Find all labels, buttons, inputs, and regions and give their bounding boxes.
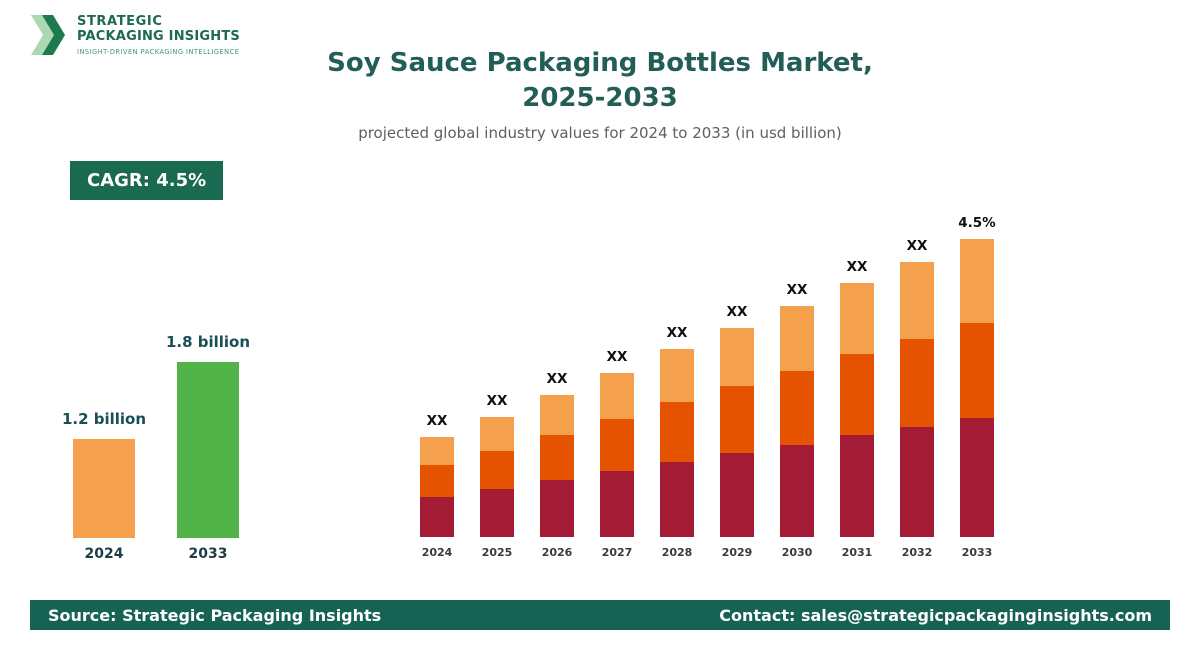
x-axis-label: 2025 — [481, 546, 513, 559]
segment-dark-orange — [960, 323, 994, 418]
segment-maroon — [900, 427, 934, 537]
footer-bar: Source: Strategic Packaging Insights Con… — [30, 600, 1170, 630]
x-axis-label: 2031 — [841, 546, 873, 559]
stacked-bar-group: XX 2027 — [587, 349, 647, 559]
mini-bar-group: 1.2 billion 2024 — [58, 410, 150, 562]
segment-light-orange — [780, 306, 814, 371]
segment-dark-orange — [900, 339, 934, 427]
stacked-bar-group: XX 2026 — [527, 371, 587, 559]
segment-dark-orange — [660, 402, 694, 462]
x-axis-label: 2028 — [661, 546, 693, 559]
stacked-bar-group: XX 2024 — [407, 413, 467, 559]
stacked-bar-group: XX 2030 — [767, 282, 827, 559]
bar-value-label: XX — [486, 393, 508, 409]
page-subtitle: projected global industry values for 202… — [358, 124, 842, 143]
logo-line2: PACKAGING INSIGHTS — [77, 29, 240, 44]
segment-light-orange — [840, 283, 874, 354]
logo-tagline: INSIGHT-DRIVEN PACKAGING INTELLIGENCE — [77, 48, 240, 56]
segment-maroon — [780, 445, 814, 537]
bar-value-label: 1.2 billion — [61, 410, 147, 428]
logo: STRATEGIC PACKAGING INSIGHTS INSIGHT-DRI… — [30, 14, 240, 60]
stacked-bar-group: XX 2032 — [887, 238, 947, 559]
segment-maroon — [480, 489, 514, 537]
bar-value-label: XX — [786, 282, 808, 298]
stacked-bar — [480, 417, 514, 537]
segment-dark-orange — [420, 465, 454, 497]
segment-light-orange — [420, 437, 454, 465]
segment-dark-orange — [540, 435, 574, 480]
stacked-bar-group: 4.5% 2033 — [947, 215, 1007, 559]
x-axis-label: 2030 — [781, 546, 813, 559]
mini-bar-chart: 1.2 billion 2024 1.8 billion 2033 — [58, 333, 254, 562]
segment-dark-orange — [840, 354, 874, 435]
stacked-bar-group: XX 2028 — [647, 325, 707, 559]
segment-light-orange — [900, 262, 934, 339]
bar — [73, 439, 135, 538]
bar-value-label: 1.8 billion — [165, 333, 251, 351]
stacked-bar — [960, 239, 994, 537]
bar-value-label: 4.5% — [958, 215, 996, 231]
x-axis-label: 2029 — [721, 546, 753, 559]
segment-dark-orange — [600, 419, 634, 471]
x-axis-label: 2024 — [84, 546, 124, 562]
segment-maroon — [960, 418, 994, 537]
stacked-bar — [900, 262, 934, 537]
segment-dark-orange — [480, 451, 514, 489]
bar-value-label: XX — [726, 304, 748, 320]
bar-value-label: XX — [906, 238, 928, 254]
page-title-line2: 2025-2033 — [522, 83, 678, 114]
x-axis-label: 2026 — [541, 546, 573, 559]
footer-contact: Contact: sales@strategicpackaginginsight… — [719, 605, 1152, 625]
stacked-bar — [660, 349, 694, 537]
stacked-bar — [720, 328, 754, 537]
x-axis-label: 2032 — [901, 546, 933, 559]
logo-line1: STRATEGIC — [77, 14, 163, 29]
segment-maroon — [420, 497, 454, 537]
mini-bar-group: 1.8 billion 2033 — [162, 333, 254, 562]
segment-dark-orange — [780, 371, 814, 445]
stacked-bar — [840, 283, 874, 537]
stacked-bar — [780, 306, 814, 537]
segment-maroon — [840, 435, 874, 537]
bar-value-label: XX — [666, 325, 688, 341]
stacked-bar-group: XX 2029 — [707, 304, 767, 559]
x-axis-label: 2033 — [961, 546, 993, 559]
x-axis-label: 2027 — [601, 546, 633, 559]
segment-dark-orange — [720, 386, 754, 453]
stacked-bar-group: XX 2031 — [827, 259, 887, 559]
segment-maroon — [600, 471, 634, 537]
bar-value-label: XX — [846, 259, 868, 275]
logo-text: STRATEGIC PACKAGING INSIGHTS INSIGHT-DRI… — [77, 14, 240, 56]
stacked-bar — [540, 395, 574, 537]
segment-maroon — [660, 462, 694, 537]
cagr-badge: CAGR: 4.5% — [70, 161, 224, 200]
chevron-arrows-icon — [30, 14, 68, 60]
bar-value-label: XX — [546, 371, 568, 387]
segment-light-orange — [540, 395, 574, 435]
bar-value-label: XX — [606, 349, 628, 365]
segment-light-orange — [660, 349, 694, 402]
segment-light-orange — [480, 417, 514, 451]
page-title-line1: Soy Sauce Packaging Bottles Market, — [327, 48, 873, 78]
bar — [177, 362, 239, 538]
segment-maroon — [540, 480, 574, 537]
x-axis-label: 2024 — [421, 546, 453, 559]
bar-value-label: XX — [426, 413, 448, 429]
x-axis-label: 2033 — [188, 546, 228, 562]
stacked-bar-chart: XX 2024 XX 2025 XX 2026 XX 2027 XX 2028 XX 2029 XX 20… — [407, 215, 1007, 559]
segment-light-orange — [960, 239, 994, 323]
title-block: Soy Sauce Packaging Bottles Market, 2025… — [0, 46, 1200, 142]
stacked-bar — [600, 373, 634, 537]
stacked-bar-group: XX 2025 — [467, 393, 527, 559]
page-title: Soy Sauce Packaging Bottles Market, 2025… — [0, 46, 1200, 116]
segment-light-orange — [600, 373, 634, 419]
stacked-bar — [420, 437, 454, 537]
segment-maroon — [720, 453, 754, 537]
segment-light-orange — [720, 328, 754, 386]
footer-source: Source: Strategic Packaging Insights — [48, 605, 382, 625]
